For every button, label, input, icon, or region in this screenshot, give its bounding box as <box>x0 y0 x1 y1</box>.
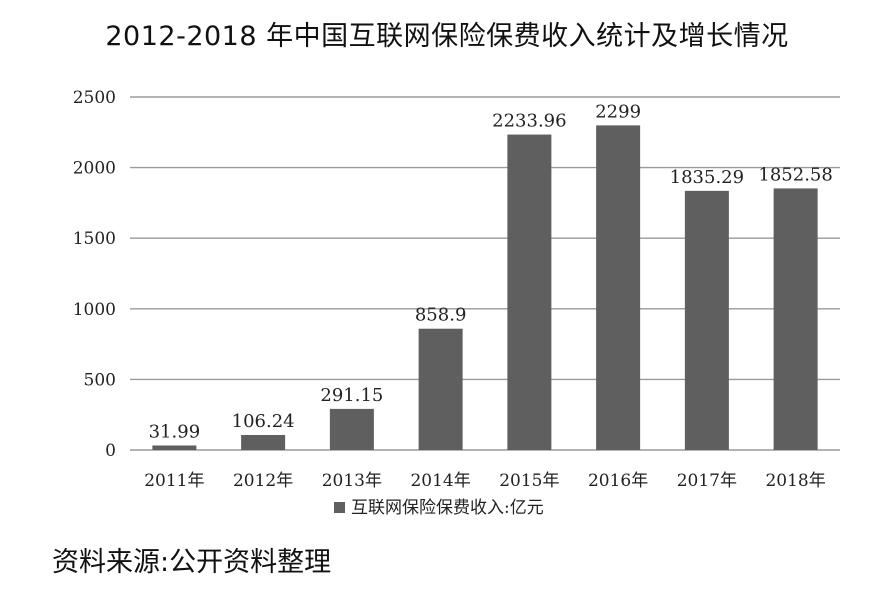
data-label: 31.99 <box>149 421 201 442</box>
data-label: 106.24 <box>232 411 295 432</box>
data-label: 2299 <box>595 101 641 122</box>
x-tick-label: 2018年 <box>765 471 825 491</box>
y-tick-label: 1500 <box>73 229 116 249</box>
x-tick-label: 2017年 <box>677 471 737 491</box>
x-tick-label: 2013年 <box>322 471 382 491</box>
legend: 互联网保险保费收入:亿元 <box>334 498 544 518</box>
y-axis: 0 500 1000 1500 2000 2500 <box>73 88 116 461</box>
source-note: 资料来源:公开资料整理 <box>52 547 332 578</box>
bar <box>152 445 197 450</box>
x-tick-label: 2015年 <box>499 471 559 491</box>
bar <box>507 134 552 450</box>
data-label: 1852.58 <box>758 164 832 185</box>
x-tick-label: 2014年 <box>410 471 470 491</box>
gridlines <box>130 96 840 451</box>
data-label: 2233.96 <box>492 111 566 132</box>
x-axis: 2011年 2012年 2013年 2014年 2015年 2016年 2017年 2018年 <box>144 471 826 491</box>
x-tick-label: 2016年 <box>588 471 648 491</box>
data-labels: 31.99 106.24 291.15 858.9 2233.96 2299 1835.29… <box>149 101 833 442</box>
bar <box>241 434 286 450</box>
y-tick-label: 1000 <box>73 300 116 320</box>
bar <box>418 328 463 450</box>
bar <box>596 125 641 451</box>
y-tick-label: 500 <box>84 370 116 390</box>
bar <box>329 408 374 450</box>
legend-swatch <box>334 502 345 513</box>
x-tick-label: 2011年 <box>144 471 204 491</box>
bars <box>152 125 818 451</box>
x-tick-label: 2012年 <box>233 471 293 491</box>
y-tick-label: 2500 <box>73 88 116 108</box>
bar <box>773 188 818 450</box>
data-label: 1835.29 <box>670 167 744 188</box>
y-tick-label: 0 <box>105 441 116 461</box>
data-label: 291.15 <box>320 385 383 406</box>
bar <box>684 190 729 450</box>
y-tick-label: 2000 <box>73 159 116 179</box>
chart-title: 2012-2018 年中国互联网保险保费收入统计及增长情况 <box>105 21 789 52</box>
legend-label: 互联网保险保费收入:亿元 <box>351 498 544 518</box>
data-label: 858.9 <box>415 305 467 326</box>
